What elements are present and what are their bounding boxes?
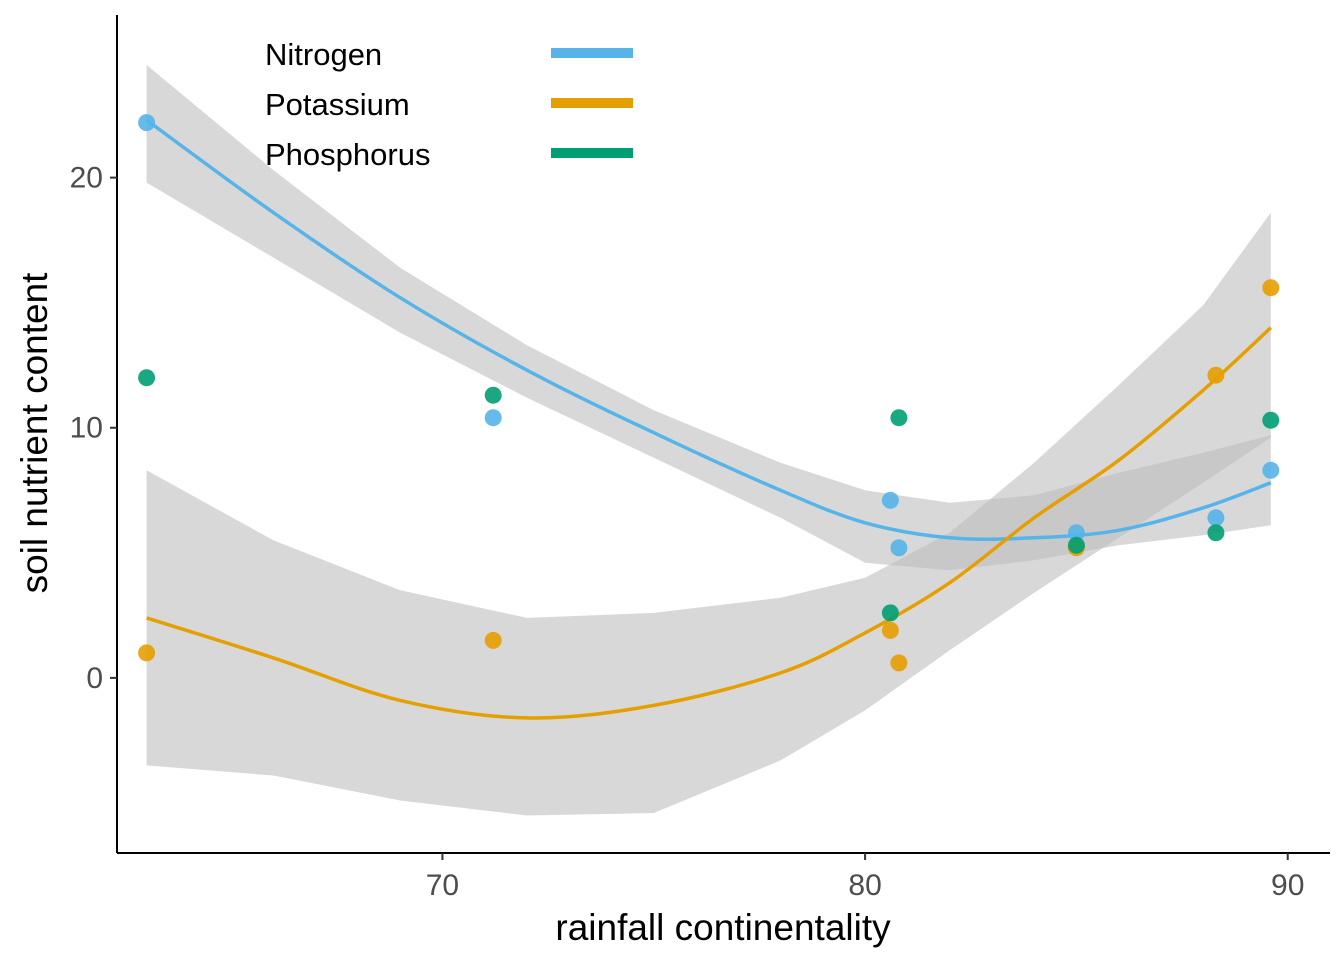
legend: Nitrogen Potassium Phosphorus <box>265 37 633 172</box>
point-potassium-6 <box>1262 279 1280 297</box>
x-tick-label-90: 90 <box>1271 869 1304 902</box>
point-phosphorus-4 <box>1067 536 1085 554</box>
fit-line-nitrogen <box>145 118 1272 542</box>
x-axis-title: rainfall continentality <box>555 907 891 948</box>
y-tick-label-20: 20 <box>70 162 103 195</box>
point-potassium-5 <box>1207 366 1225 384</box>
ribbon-potassium <box>146 212 1271 816</box>
point-nitrogen-1 <box>484 409 502 427</box>
point-phosphorus-1 <box>484 386 502 404</box>
fit-lines <box>145 118 1272 720</box>
x-tick-label-70: 70 <box>426 869 459 902</box>
legend-label-nitrogen: Nitrogen <box>265 37 382 72</box>
point-phosphorus-2 <box>881 604 899 622</box>
point-phosphorus-6 <box>1262 411 1280 429</box>
x-tick-label-80: 80 <box>848 869 881 902</box>
point-nitrogen-0 <box>138 114 156 132</box>
ticks: 70 80 90 0 10 20 <box>70 162 1305 902</box>
point-potassium-0 <box>138 644 156 662</box>
point-phosphorus-0 <box>138 369 156 387</box>
legend-label-potassium: Potassium <box>265 87 410 122</box>
point-nitrogen-4 <box>1067 524 1085 542</box>
confidence-ribbons <box>146 65 1271 816</box>
data-points <box>138 114 1280 672</box>
point-potassium-2 <box>881 621 899 639</box>
point-nitrogen-2 <box>881 491 899 509</box>
point-potassium-3 <box>890 654 908 672</box>
point-nitrogen-5 <box>1207 509 1225 527</box>
y-axis-title: soil nutrient content <box>14 272 55 594</box>
point-nitrogen-6 <box>1262 461 1280 479</box>
point-phosphorus-3 <box>890 409 908 427</box>
point-nitrogen-3 <box>890 539 908 557</box>
axes <box>116 15 1330 854</box>
point-potassium-1 <box>484 631 502 649</box>
y-tick-label-10: 10 <box>70 412 103 445</box>
legend-label-phosphorus: Phosphorus <box>265 137 430 172</box>
y-tick-label-0: 0 <box>86 662 103 695</box>
point-phosphorus-5 <box>1207 524 1225 542</box>
fit-line-potassium <box>146 326 1272 720</box>
